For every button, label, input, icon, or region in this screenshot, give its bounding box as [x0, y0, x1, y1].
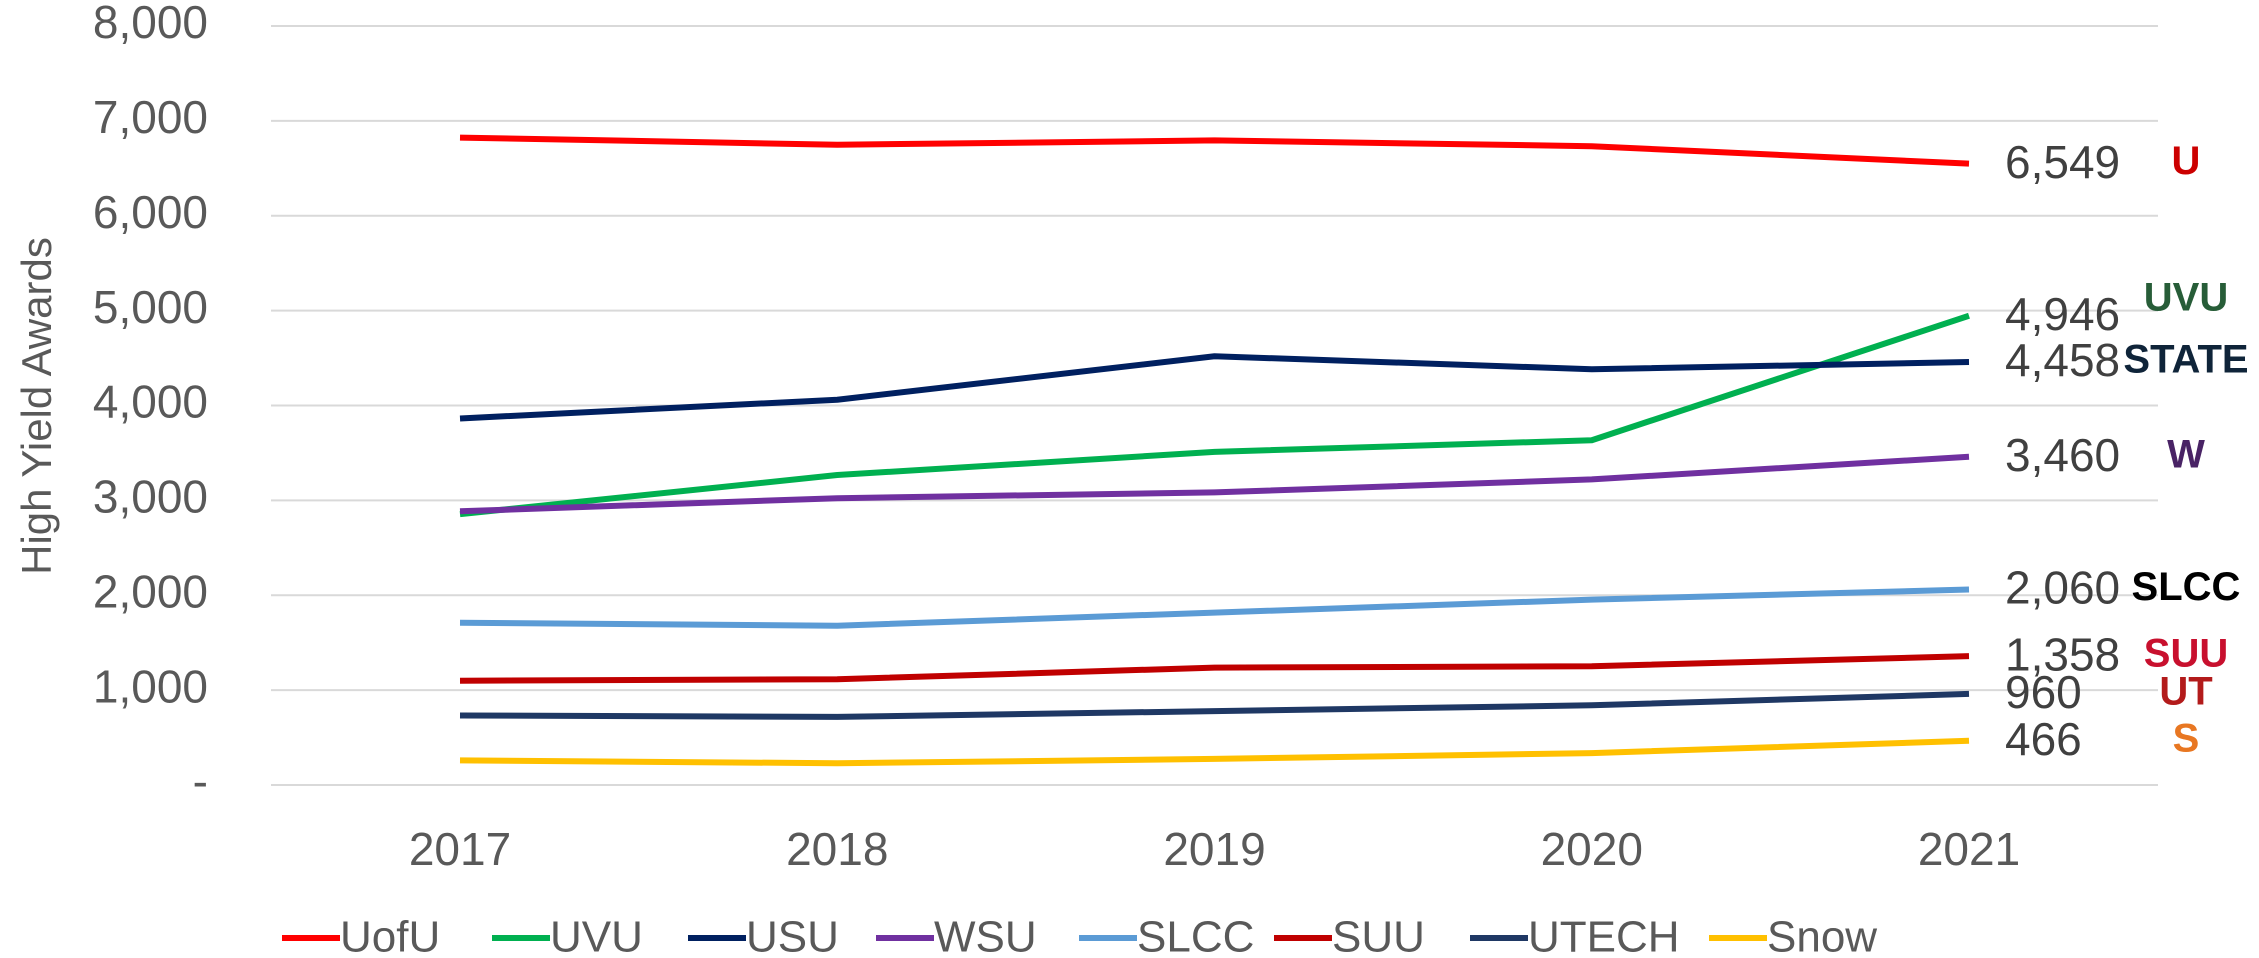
x-tick-label: 2020 — [1541, 823, 1643, 875]
series-line — [459, 653, 1970, 684]
end-label: 6,549 — [2005, 136, 2120, 188]
end-label: 2,060 — [2005, 562, 2120, 614]
legend-label: UVU — [550, 913, 643, 958]
y-tick-label: 5,000 — [93, 281, 208, 333]
logo: UVU — [2144, 275, 2228, 319]
series-line — [459, 134, 1970, 167]
logo: SUU — [2144, 632, 2228, 676]
legend-label: Snow — [1767, 913, 1877, 958]
x-tick-label: 2019 — [1163, 823, 1265, 875]
logo: S — [2173, 716, 2200, 760]
legend-label: WSU — [934, 913, 1037, 958]
y-tick-label: 8,000 — [93, 0, 208, 48]
end-label: 4,946 — [2005, 288, 2120, 340]
end-label: 1,358 — [2005, 628, 2120, 680]
y-tick-label: 1,000 — [93, 660, 208, 712]
end-label: 3,460 — [2005, 429, 2120, 481]
y-axis-title: High Yield Awards — [13, 237, 60, 575]
legend-label: UofU — [340, 913, 440, 958]
legend-label: USU — [746, 913, 839, 958]
logo: U — [2172, 139, 2201, 183]
y-tick-label: 4,000 — [93, 376, 208, 428]
y-tick-label: - — [193, 755, 208, 807]
series-line — [459, 312, 1970, 518]
series-line — [459, 690, 1970, 720]
series-line — [459, 586, 1970, 629]
x-tick-label: 2018 — [786, 823, 888, 875]
y-tick-label: 6,000 — [93, 186, 208, 238]
end-label: 960 — [2005, 666, 2082, 718]
series-line — [459, 353, 1970, 422]
y-tick-label: 7,000 — [93, 91, 208, 143]
x-tick-label: 2021 — [1918, 823, 2020, 875]
x-tick-label: 2017 — [409, 823, 511, 875]
y-tick-label: 3,000 — [93, 471, 208, 523]
end-label: 466 — [2005, 713, 2082, 765]
legend-label: UTECH — [1528, 913, 1680, 958]
logo: UT — [2159, 669, 2212, 713]
end-label: 4,458 — [2005, 334, 2120, 386]
logo: W — [2167, 432, 2205, 476]
y-tick-label: 2,000 — [93, 565, 208, 617]
legend-label: SLCC — [1137, 913, 1254, 958]
logo: STATE — [2123, 338, 2248, 382]
logo: SLCC — [2132, 565, 2241, 609]
series-line — [459, 737, 1970, 767]
legend-label: SUU — [1332, 913, 1425, 958]
series-line — [459, 453, 1970, 515]
